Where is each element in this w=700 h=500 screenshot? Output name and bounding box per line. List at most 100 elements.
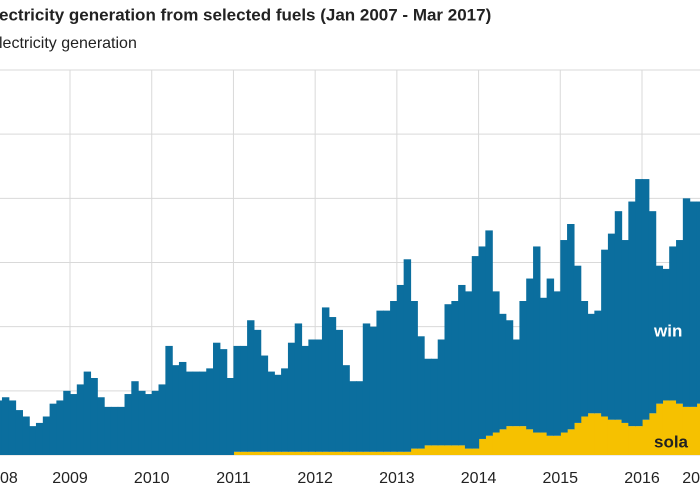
area-step xyxy=(635,179,643,427)
area-step xyxy=(267,451,275,455)
area-step xyxy=(641,179,650,420)
area-step xyxy=(458,284,466,446)
area-step xyxy=(539,297,548,433)
area-step xyxy=(607,233,616,420)
area-step xyxy=(641,419,650,455)
area-step xyxy=(63,390,71,455)
area-step xyxy=(0,400,3,455)
area-step xyxy=(492,291,500,433)
area-step xyxy=(696,201,700,404)
area-step xyxy=(226,378,235,455)
area-step xyxy=(1,397,10,455)
area-step xyxy=(614,211,623,420)
area-step xyxy=(233,345,241,452)
area-step xyxy=(689,201,698,407)
area-step xyxy=(390,301,398,452)
area-step xyxy=(505,426,514,455)
x-tick-label: 08 xyxy=(0,470,18,487)
area-step xyxy=(478,438,486,455)
area-step xyxy=(70,394,78,455)
area-step xyxy=(662,400,670,455)
area-step xyxy=(648,211,657,414)
area-step xyxy=(655,265,664,404)
area-step xyxy=(301,451,309,455)
area-step xyxy=(42,416,51,455)
x-tick-label: 2015 xyxy=(542,470,578,487)
area-step xyxy=(403,259,412,452)
area-step xyxy=(97,397,105,455)
area-step xyxy=(308,339,316,452)
area-step xyxy=(213,342,221,455)
area-step xyxy=(430,358,439,446)
area-step xyxy=(328,451,337,455)
area-step xyxy=(498,429,507,455)
area-step xyxy=(498,313,507,430)
area-step xyxy=(240,345,248,452)
x-tick-label: 2013 xyxy=(379,470,415,487)
x-tick-label: 2016 xyxy=(624,470,660,487)
area-step xyxy=(519,301,527,427)
area-step xyxy=(362,323,371,452)
area-step xyxy=(117,406,126,455)
area-step xyxy=(648,413,657,455)
area-step xyxy=(274,374,282,452)
area-step xyxy=(349,451,357,455)
plot-area xyxy=(0,179,700,455)
area-step xyxy=(621,240,629,423)
area-step xyxy=(376,310,384,452)
area-step xyxy=(512,339,521,427)
area-step xyxy=(505,320,514,427)
area-step xyxy=(22,416,30,455)
area-step xyxy=(553,291,561,436)
area-step xyxy=(533,432,541,455)
area-step xyxy=(390,451,398,455)
area-step xyxy=(138,390,146,455)
area-step xyxy=(158,384,166,455)
area-step xyxy=(417,336,425,449)
x-tick-label: 20 xyxy=(682,470,700,487)
area-step xyxy=(110,406,119,455)
area-step xyxy=(287,342,296,452)
area-step xyxy=(676,240,684,404)
area-step xyxy=(219,349,228,455)
x-tick-label: 2012 xyxy=(297,470,333,487)
area-step xyxy=(485,435,493,455)
area-step xyxy=(335,451,343,455)
area-step xyxy=(444,304,452,446)
area-step xyxy=(151,390,160,455)
area-step xyxy=(676,403,684,455)
area-step xyxy=(267,371,275,452)
area-step xyxy=(669,400,677,455)
area-step xyxy=(356,451,364,455)
area-step xyxy=(206,368,214,455)
area-step xyxy=(546,435,555,455)
area-step xyxy=(614,419,623,455)
area-step xyxy=(301,345,309,452)
area-step xyxy=(492,432,500,455)
area-step xyxy=(321,451,330,455)
area-step xyxy=(430,445,439,455)
area-step xyxy=(682,198,691,407)
area-step xyxy=(689,406,698,455)
area-step xyxy=(396,284,405,452)
area-step xyxy=(199,371,207,455)
area-step xyxy=(519,426,527,455)
area-step xyxy=(526,429,534,455)
area-step xyxy=(587,413,595,455)
area-step xyxy=(253,329,262,452)
area-step xyxy=(573,422,582,455)
area-step xyxy=(444,445,452,455)
area-step xyxy=(410,301,418,449)
area-step xyxy=(696,403,700,455)
area-step xyxy=(628,201,636,427)
area-step xyxy=(546,278,555,436)
x-tick-label: 2011 xyxy=(216,470,251,487)
area-step xyxy=(8,400,17,455)
area-step xyxy=(83,371,92,455)
area-step xyxy=(512,426,521,455)
area-step xyxy=(253,451,262,455)
area-step xyxy=(233,451,241,455)
area-step xyxy=(655,403,664,455)
area-step xyxy=(682,406,691,455)
area-step xyxy=(464,291,473,449)
